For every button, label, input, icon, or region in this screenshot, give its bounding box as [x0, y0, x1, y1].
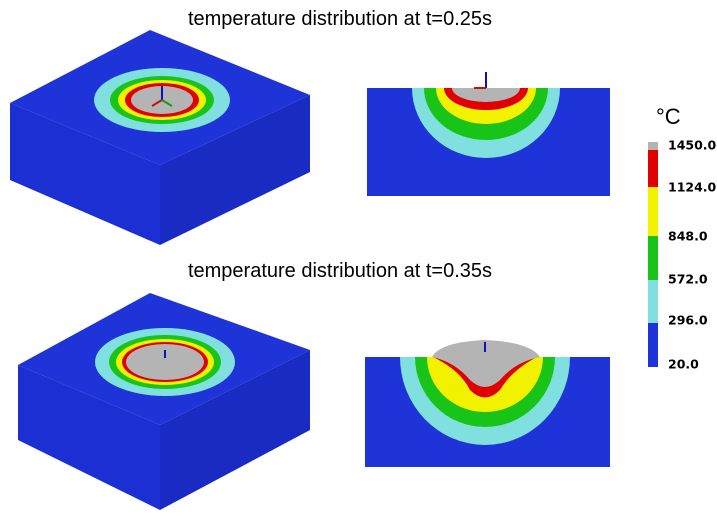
figure: temperature distribution at t=0.25s temp…	[0, 0, 717, 525]
panel-title: temperature distribution at t=0.35s	[188, 260, 492, 282]
panel-title: temperature distribution at t=0.25s	[188, 8, 492, 30]
contour	[126, 344, 204, 380]
cross-section	[367, 72, 610, 196]
legend-unit: °C	[656, 104, 681, 129]
color-swatch	[648, 236, 658, 280]
legend-label: 1124.0	[668, 180, 717, 195]
color-swatch	[648, 323, 658, 367]
legend-label: 1450.0	[668, 138, 717, 153]
legend-label: 20.0	[668, 357, 699, 372]
color-swatch	[648, 150, 658, 187]
color-swatch	[648, 187, 658, 236]
legend-label: 848.0	[668, 229, 708, 244]
cross-section	[365, 340, 610, 467]
block-3d	[18, 293, 310, 510]
block-3d	[10, 30, 310, 245]
color-swatch	[648, 280, 658, 323]
color-swatch	[648, 142, 658, 150]
legend-label: 572.0	[668, 272, 708, 287]
legend-label: 296.0	[668, 313, 708, 328]
